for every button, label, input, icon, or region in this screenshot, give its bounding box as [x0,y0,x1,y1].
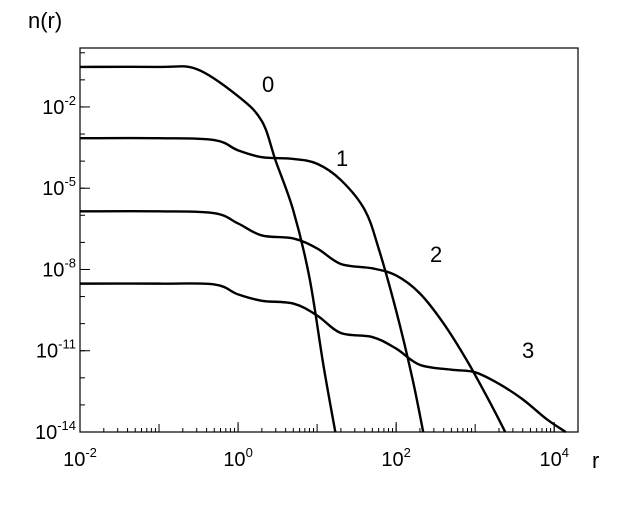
curve [79,65,337,433]
y-tick-label: 10-2 [42,93,76,119]
y-tick-label: 10-11 [36,337,76,363]
curve [79,210,507,433]
curve-label: 3 [522,338,534,363]
y-tick-label: 10-5 [42,174,76,200]
y-tick-label-exponent: -14 [57,418,76,433]
x-tick-label: 104 [539,445,568,471]
curve-label: 0 [262,72,274,97]
x-tick-label-base: 10 [223,449,245,471]
y-tick-label-base: 10 [42,97,64,119]
x-tick-label-exponent: 4 [562,445,569,460]
x-tick-label-base: 10 [63,449,85,471]
curve [79,282,567,433]
x-tick-label-base: 10 [539,449,561,471]
x-tick-label-exponent: 0 [246,445,253,460]
y-tick-label-base: 10 [42,178,64,200]
y-tick-label-exponent: -2 [64,93,76,108]
plot-frame [79,47,579,433]
y-tick-label-base: 10 [35,422,57,444]
y-tick-label: 10-14 [35,418,76,444]
x-axis-label: r [592,448,599,473]
y-tick-label-exponent: -8 [64,255,76,270]
x-tick-label-exponent: -2 [85,445,97,460]
x-tick-label: 10-2 [63,445,97,471]
y-axis-label: n(r) [28,8,62,33]
x-tick-label-base: 10 [381,449,403,471]
y-tick-label: 10-8 [42,255,76,281]
y-tick-label-exponent: -5 [64,174,76,189]
x-tick-label: 102 [381,445,410,471]
x-tick-label-exponent: 2 [404,445,411,460]
x-tick-label: 100 [223,445,252,471]
y-tick-label-exponent: -11 [58,337,76,352]
curve [79,136,425,433]
curve-label: 2 [430,242,442,267]
curve-label: 1 [336,146,348,171]
y-tick-label-base: 10 [36,341,58,363]
y-tick-label-base: 10 [42,259,64,281]
